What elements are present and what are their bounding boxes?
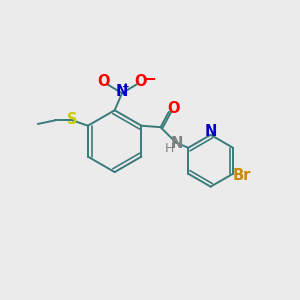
Text: H: H [165, 142, 174, 155]
Text: −: − [142, 69, 156, 87]
Text: O: O [135, 74, 147, 89]
Text: Br: Br [232, 168, 250, 183]
Text: N: N [116, 85, 128, 100]
Text: N: N [171, 136, 183, 152]
Text: O: O [97, 74, 110, 89]
Text: N: N [205, 124, 217, 139]
Text: +: + [122, 82, 130, 91]
Text: O: O [167, 101, 180, 116]
Text: S: S [67, 112, 78, 127]
